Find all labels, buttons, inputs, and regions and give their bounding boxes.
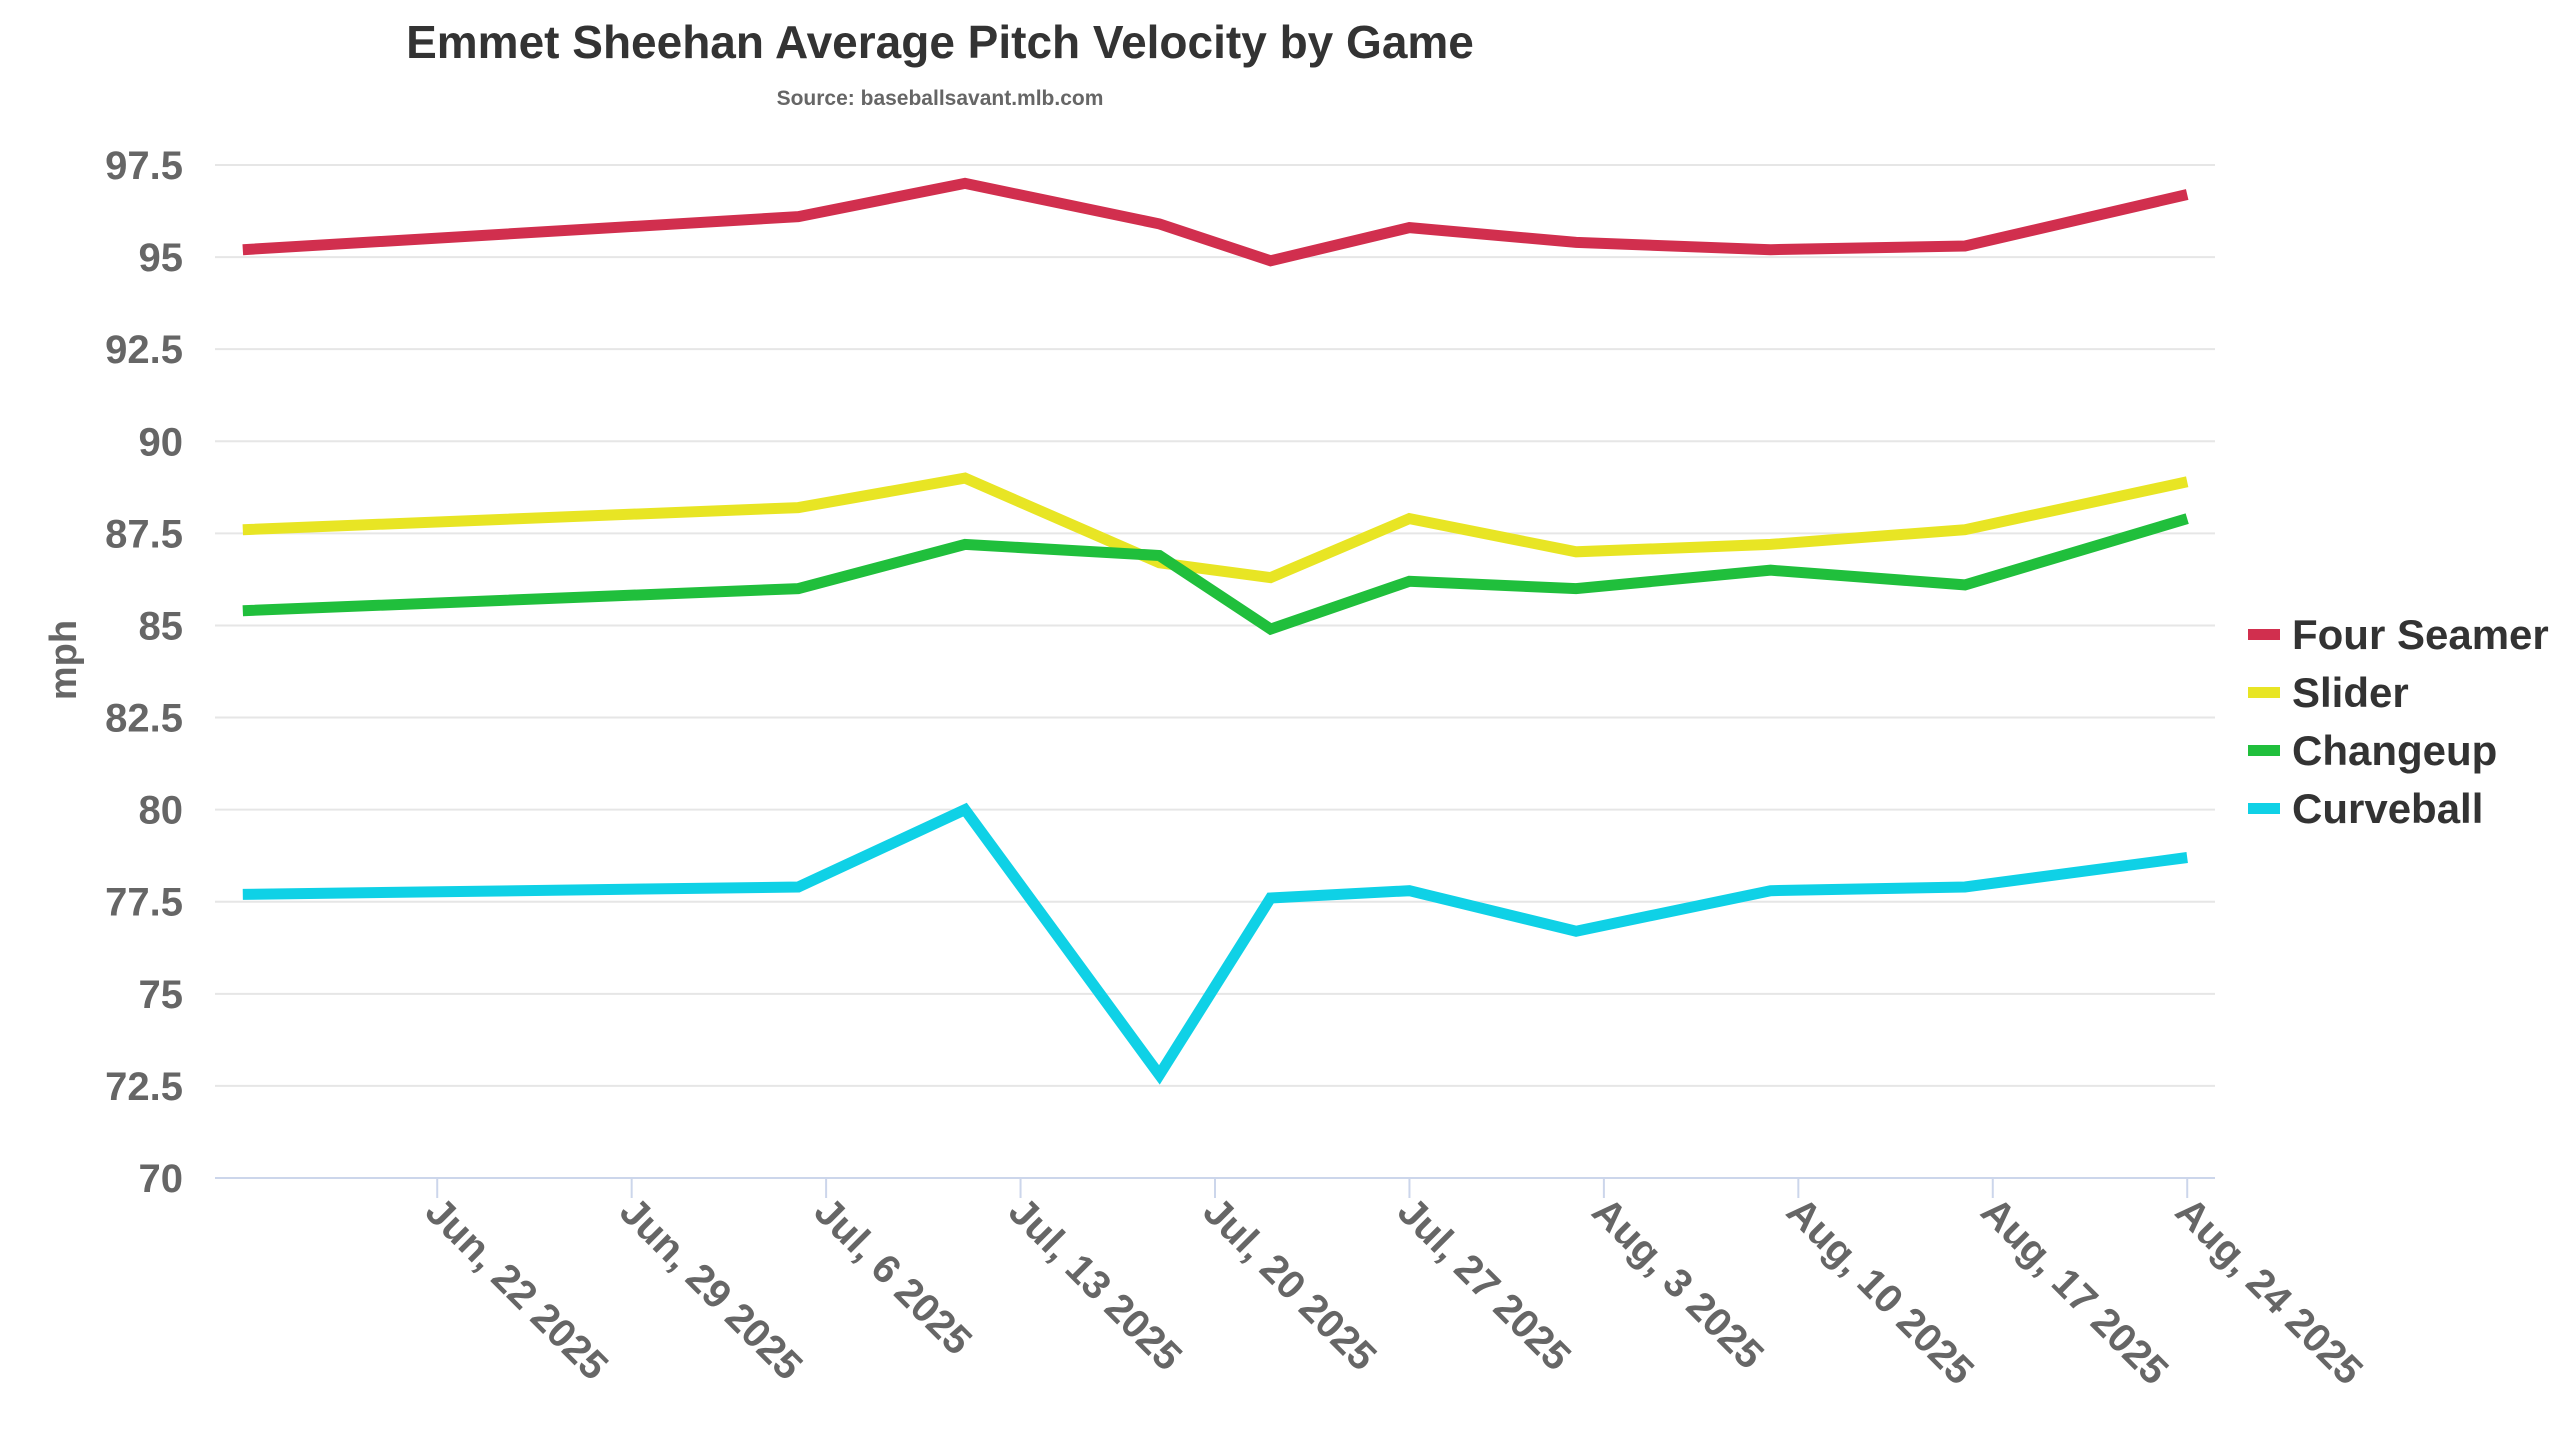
series-line-four-seamer bbox=[242, 177, 2189, 267]
y-tick-label: 82.5 bbox=[105, 697, 183, 741]
gridlines bbox=[215, 164, 2215, 1087]
chart-subtitle: Source: baseballsavant.mlb.com bbox=[777, 87, 1104, 110]
legend-item-slider[interactable]: Slider bbox=[2292, 669, 2409, 716]
series-line-slider bbox=[242, 472, 2189, 584]
legend-swatch-curveball bbox=[2248, 803, 2280, 814]
legend-swatch-changeup bbox=[2248, 745, 2280, 756]
x-tick-label: Jun, 22 2025 bbox=[417, 1189, 616, 1388]
y-tick-label: 92.5 bbox=[105, 328, 183, 372]
y-tick-label: 87.5 bbox=[105, 512, 183, 556]
x-tick-label: Jul, 6 2025 bbox=[806, 1189, 980, 1363]
x-tick-label: Jul, 27 2025 bbox=[1389, 1189, 1579, 1379]
legend-item-curveball[interactable]: Curveball bbox=[2292, 785, 2483, 832]
y-tick-label: 72.5 bbox=[105, 1065, 183, 1109]
y-tick-label: 95 bbox=[139, 236, 184, 280]
legend-swatch-slider bbox=[2248, 687, 2280, 698]
x-tick-label: Jul, 20 2025 bbox=[1195, 1189, 1385, 1379]
y-tick-label: 85 bbox=[139, 604, 184, 648]
x-tick-label: Aug, 24 2025 bbox=[2167, 1189, 2371, 1393]
y-tick-label: 97.5 bbox=[105, 144, 183, 188]
chart-title: Emmet Sheehan Average Pitch Velocity by … bbox=[406, 16, 1474, 68]
y-axis: 70 72.5 75 77.5 80 82.5 85 87.5 90 92.5 95 97.5 bbox=[105, 144, 183, 1201]
legend-swatch-four-seamer bbox=[2248, 629, 2280, 640]
x-tick-label: Aug, 17 2025 bbox=[1972, 1189, 2176, 1393]
y-tick-label: 70 bbox=[139, 1157, 184, 1201]
series-lines bbox=[242, 177, 2189, 1085]
x-tick-label: Aug, 3 2025 bbox=[1584, 1189, 1772, 1377]
y-tick-label: 77.5 bbox=[105, 881, 183, 925]
y-tick-label: 80 bbox=[139, 789, 184, 833]
legend-item-changeup[interactable]: Changeup bbox=[2292, 727, 2497, 774]
x-tick-label: Jun, 29 2025 bbox=[611, 1189, 810, 1388]
y-tick-label: 90 bbox=[139, 420, 184, 464]
y-axis-title: mph bbox=[43, 620, 85, 700]
series-line-curveball bbox=[242, 802, 2188, 1085]
x-tick-label: Aug, 10 2025 bbox=[1778, 1189, 1982, 1393]
legend: Four Seamer Slider Changeup Curveball bbox=[2248, 611, 2549, 832]
y-tick-label: 75 bbox=[139, 973, 184, 1017]
x-tick-label: Jul, 13 2025 bbox=[1000, 1189, 1190, 1379]
series-line-changeup bbox=[242, 513, 2189, 636]
legend-item-four-seamer[interactable]: Four Seamer bbox=[2292, 611, 2549, 658]
